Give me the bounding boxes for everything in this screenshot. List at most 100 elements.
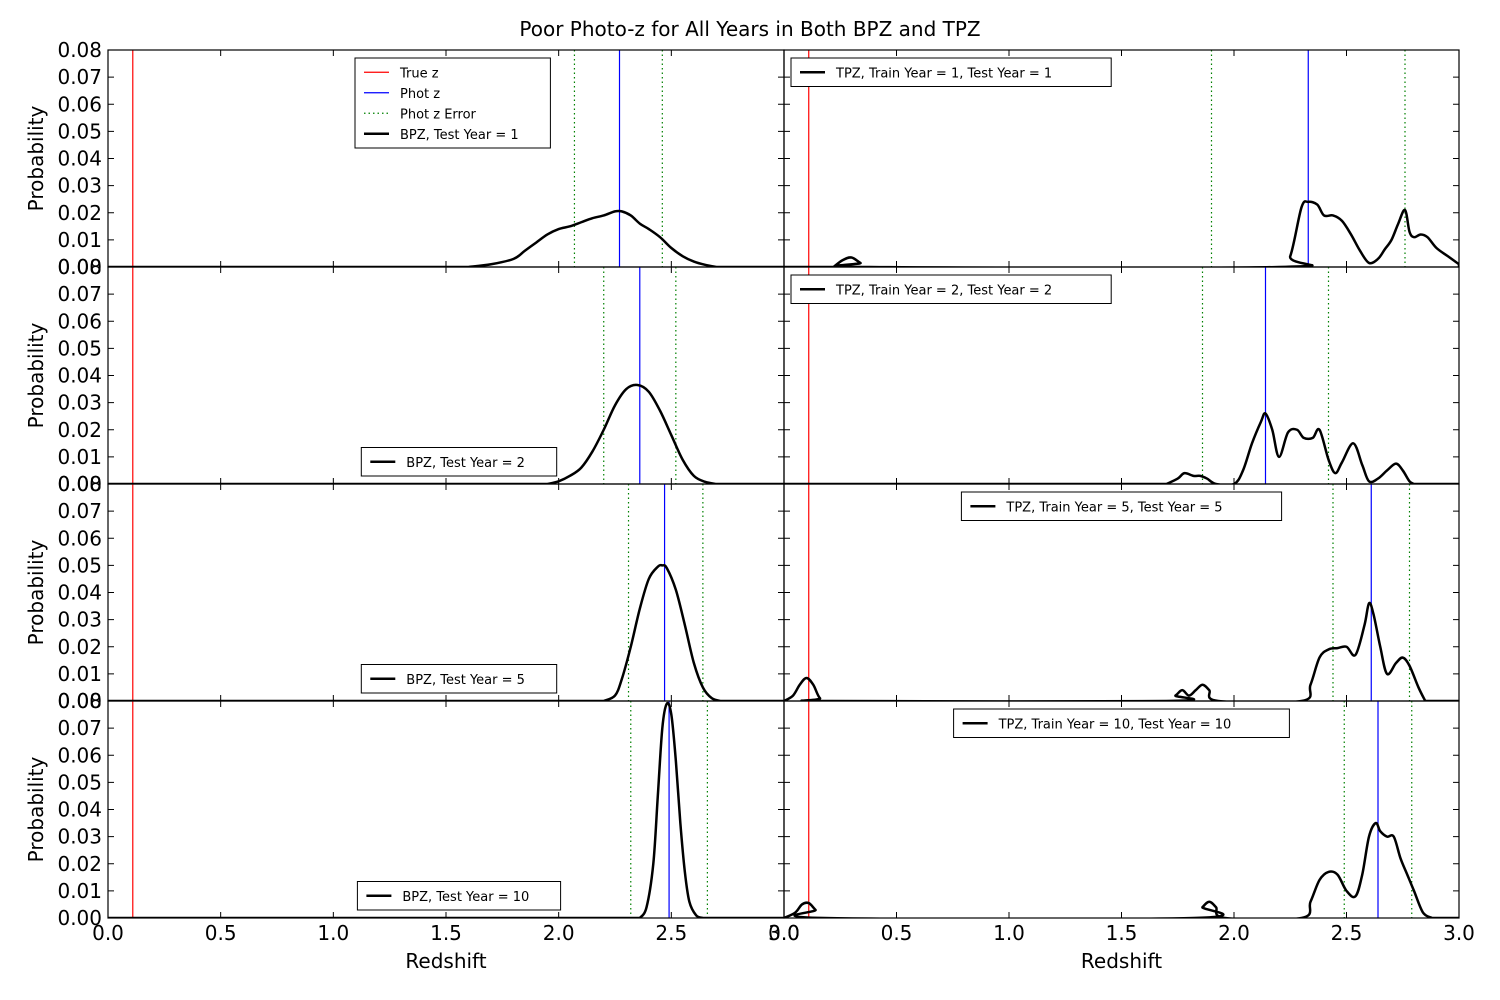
x-tick-label: 1.5 (430, 921, 462, 945)
panel-right-row-4: 0.0 0.5 1.0 1.5 2.0 2.5 3.0 Redshift TPZ, Train … (768, 700, 1475, 973)
y-tick-label: 0.00 (57, 906, 102, 930)
legend-box (953, 708, 1290, 738)
y-tick-label: 0.07 (57, 65, 102, 89)
y-tick-label: 0.05 (57, 336, 102, 360)
legend: BPZ, Test Year = 2 (360, 447, 558, 477)
pdf-series-line (108, 383, 784, 484)
plot-area (784, 701, 1459, 918)
panel-left-row-3: 0.00 0.01 0.02 0.03 0.04 0.05 0.06 0.07 0.08 Prob… (24, 472, 785, 713)
legend-box (960, 491, 1283, 521)
y-tick-label: 0.07 (57, 716, 102, 740)
y-tick-label: 0.06 (57, 92, 102, 116)
y-tick-label: 0.01 (57, 662, 102, 686)
panel-right-row-2: TPZ, Train Year = 2, Test Year = 2 (783, 266, 1460, 485)
legend-label: Phot z Error (400, 107, 477, 122)
x-tick-label: 1.5 (1106, 921, 1138, 945)
plot-area (108, 267, 784, 484)
legend-label: True z (399, 66, 439, 81)
panel-left-row-2: 0.00 0.01 0.02 0.03 0.04 0.05 0.06 0.07 0.08 Prob… (24, 255, 785, 496)
y-tick-label: 0.02 (57, 418, 102, 442)
y-tick-label: 0.08 (57, 255, 102, 279)
x-tick-label: 1.0 (993, 921, 1025, 945)
plot-area (108, 701, 784, 918)
x-tick-label: 0.0 (92, 921, 124, 945)
plot-area (784, 50, 1459, 267)
legend-label: BPZ, Test Year = 1 (400, 128, 519, 143)
y-tick-label: 0.06 (57, 526, 102, 550)
y-tick-label: 0.04 (57, 364, 102, 388)
y-tick-label: 0.00 (57, 472, 102, 496)
y-tick-label: 0.04 (57, 798, 102, 822)
y-tick-label: 0.07 (57, 282, 102, 306)
pdf-series-line (784, 601, 1459, 701)
y-tick-label: 0.04 (57, 581, 102, 605)
y-tick-label: 0.08 (57, 38, 102, 62)
plot-area (784, 484, 1459, 701)
legend-label: TPZ, Train Year = 5, Test Year = 5 (1005, 500, 1222, 515)
legend-label: BPZ, Test Year = 2 (406, 456, 525, 471)
y-tick-label: 0.08 (57, 472, 102, 496)
y-tick-label: 0.05 (57, 119, 102, 143)
legend: BPZ, Test Year = 10 (356, 881, 562, 911)
y-axis-label: Probability (24, 539, 48, 645)
legend-label: TPZ, Train Year = 1, Test Year = 1 (835, 66, 1052, 81)
x-tick-label: 2.5 (1331, 921, 1363, 945)
legend-label: BPZ, Test Year = 5 (406, 673, 525, 688)
pdf-series-line (108, 209, 784, 267)
legend-box (790, 274, 1112, 304)
chart-title: Poor Photo-z for All Years in Both BPZ a… (519, 17, 980, 41)
plot-area (108, 484, 784, 701)
x-tick-label: 0.5 (881, 921, 913, 945)
y-tick-label: 0.03 (57, 391, 102, 415)
x-tick-label: 3.0 (768, 921, 800, 945)
x-tick-label: 2.0 (1218, 921, 1250, 945)
y-tick-label: 0.06 (57, 309, 102, 333)
panel-right-row-3: TPZ, Train Year = 5, Test Year = 5 (783, 483, 1460, 702)
y-tick-label: 0.05 (57, 770, 102, 794)
y-tick-label: 0.02 (57, 635, 102, 659)
legend: TPZ, Train Year = 1, Test Year = 1 (790, 57, 1112, 87)
x-axis-label: Redshift (1081, 949, 1162, 973)
legend-label: TPZ, Train Year = 2, Test Year = 2 (835, 283, 1052, 298)
legend-label: TPZ, Train Year = 10, Test Year = 10 (998, 717, 1232, 732)
x-tick-label: 2.5 (655, 921, 687, 945)
x-tick-label: 0.5 (205, 921, 237, 945)
x-tick-label: 0.0 (768, 921, 800, 945)
legend-label: Phot z (400, 87, 440, 102)
legend: True z Phot z Phot z Error BPZ, Test Year =… (354, 57, 551, 149)
x-axis-label: Redshift (405, 949, 486, 973)
legend-label: BPZ, Test Year = 10 (402, 890, 529, 905)
y-tick-label: 0.06 (57, 743, 102, 767)
plot-area (108, 50, 784, 267)
pdf-series-line (784, 821, 1459, 918)
x-tick-label: 1.0 (317, 921, 349, 945)
y-tick-label: 0.03 (57, 608, 102, 632)
x-tick-label: 2.0 (543, 921, 575, 945)
panel-right-row-1: TPZ, Train Year = 1, Test Year = 1 (783, 49, 1460, 268)
panel-left-row-4: 0.0 0.5 1.0 1.5 2.0 2.5 3.0 0.00 0.01 0.02 0.03 0.0… (24, 689, 800, 973)
y-tick-label: 0.01 (57, 445, 102, 469)
y-tick-label: 0.00 (57, 689, 102, 713)
legend: TPZ, Train Year = 10, Test Year = 10 (953, 708, 1290, 738)
y-tick-label: 0.03 (57, 825, 102, 849)
plot-area (784, 267, 1459, 484)
y-tick-label: 0.00 (57, 255, 102, 279)
pdf-series-line (108, 701, 784, 918)
y-tick-label: 0.04 (57, 147, 102, 171)
legend: BPZ, Test Year = 5 (360, 664, 558, 694)
panels: 0.00 0.01 0.02 0.03 0.04 0.05 0.06 0.07 0.08 Prob… (24, 38, 1475, 973)
panel-left-row-1: 0.00 0.01 0.02 0.03 0.04 0.05 0.06 0.07 0.08 Prob… (24, 38, 785, 279)
y-tick-label: 0.05 (57, 553, 102, 577)
y-tick-label: 0.02 (57, 201, 102, 225)
y-tick-label: 0.02 (57, 852, 102, 876)
y-tick-label: 0.08 (57, 689, 102, 713)
y-axis-label: Probability (24, 756, 48, 862)
y-tick-label: 0.07 (57, 499, 102, 523)
y-axis-label: Probability (24, 322, 48, 428)
pdf-series-line (784, 411, 1459, 484)
legend: TPZ, Train Year = 2, Test Year = 2 (790, 274, 1112, 304)
legend-box (790, 57, 1112, 87)
x-tick-label: 3.0 (1443, 921, 1475, 945)
pdf-series-line (784, 200, 1459, 267)
